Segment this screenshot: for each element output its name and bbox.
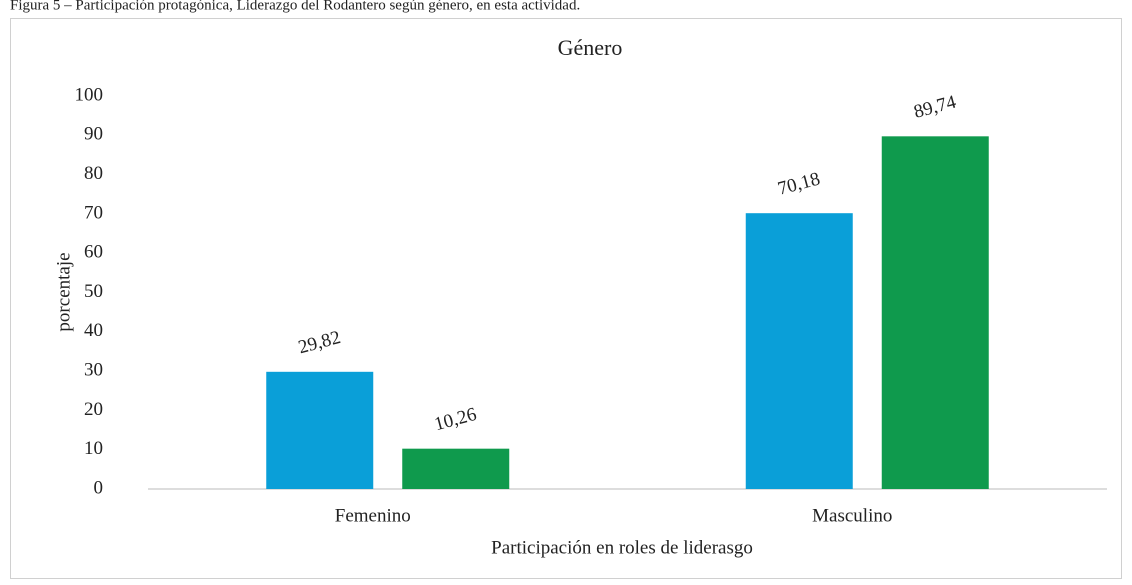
x-tick-label: Femenino [335,505,411,526]
y-tick-label: 50 [84,281,103,302]
data-label: 89,74 [912,91,959,122]
y-tick-label: 40 [84,320,103,341]
y-tick-label: 90 [84,124,103,145]
bar [745,213,853,489]
y-tick-label: 30 [84,359,103,380]
bar [881,136,989,490]
chart-title: Género [558,35,623,60]
x-axis-label: Participación en roles de liderasgo [491,537,753,558]
y-tick-label: 20 [84,399,103,420]
y-tick-label: 100 [75,84,104,105]
y-tick-label: 10 [84,438,103,459]
y-tick-label: 80 [84,163,103,184]
bar [402,448,510,489]
y-axis-label: porcentaje [53,252,74,331]
y-tick-label: 0 [94,477,104,498]
caption: Figura 5 – Participación protagónica, Li… [10,0,580,13]
data-label: 70,18 [776,168,823,199]
x-tick-label: Masculino [812,505,892,526]
y-tick-label: 60 [84,242,103,263]
data-label: 10,26 [432,404,479,435]
bar [266,371,374,489]
y-tick-label: 70 [84,202,103,223]
chart-frame [10,18,1122,579]
data-label: 29,82 [296,327,343,358]
